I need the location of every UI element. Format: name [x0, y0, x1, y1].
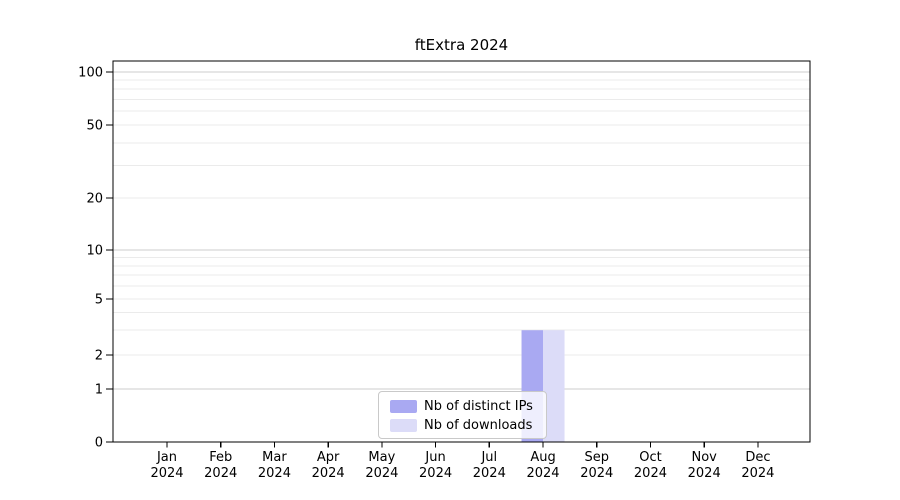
axes-frame	[112, 60, 811, 443]
y-tick-label: 50	[86, 119, 103, 134]
legend-item-downloads: Nb of downloads	[390, 416, 538, 435]
bar-nb-of-downloads	[543, 330, 565, 442]
y-tick-label: 0	[95, 436, 103, 451]
y-tick-label: 100	[78, 66, 103, 81]
x-tick-label: Aug 2024	[526, 450, 559, 481]
x-tick-label: Sep 2024	[580, 450, 613, 481]
x-tick-label: Jan 2024	[150, 450, 183, 481]
x-tick-label: Oct 2024	[634, 450, 667, 481]
legend-label-distinct-ips: Nb of distinct IPs	[424, 399, 533, 414]
y-tick-label: 10	[86, 244, 103, 259]
legend-swatch-downloads	[390, 419, 417, 432]
x-tick-label: Nov 2024	[688, 450, 721, 481]
legend-label-downloads: Nb of downloads	[424, 418, 533, 433]
x-tick-label: May 2024	[365, 450, 398, 481]
y-tick-label: 5	[95, 293, 103, 308]
x-tick-label: Mar 2024	[258, 450, 291, 481]
legend-item-distinct-ips: Nb of distinct IPs	[390, 397, 538, 416]
legend-swatch-distinct-ips	[390, 400, 417, 413]
x-tick-label: Jun 2024	[419, 450, 452, 481]
x-tick-label: Jul 2024	[473, 450, 506, 481]
x-tick-label: Apr 2024	[312, 450, 345, 481]
legend: Nb of distinct IPs Nb of downloads	[378, 391, 547, 439]
y-tick-label: 1	[95, 383, 103, 398]
x-tick-label: Dec 2024	[741, 450, 774, 481]
y-tick-label: 20	[86, 192, 103, 207]
y-tick-label: 2	[95, 349, 103, 364]
x-tick-label: Feb 2024	[204, 450, 237, 481]
chart-title: ftExtra 2024	[414, 36, 509, 54]
